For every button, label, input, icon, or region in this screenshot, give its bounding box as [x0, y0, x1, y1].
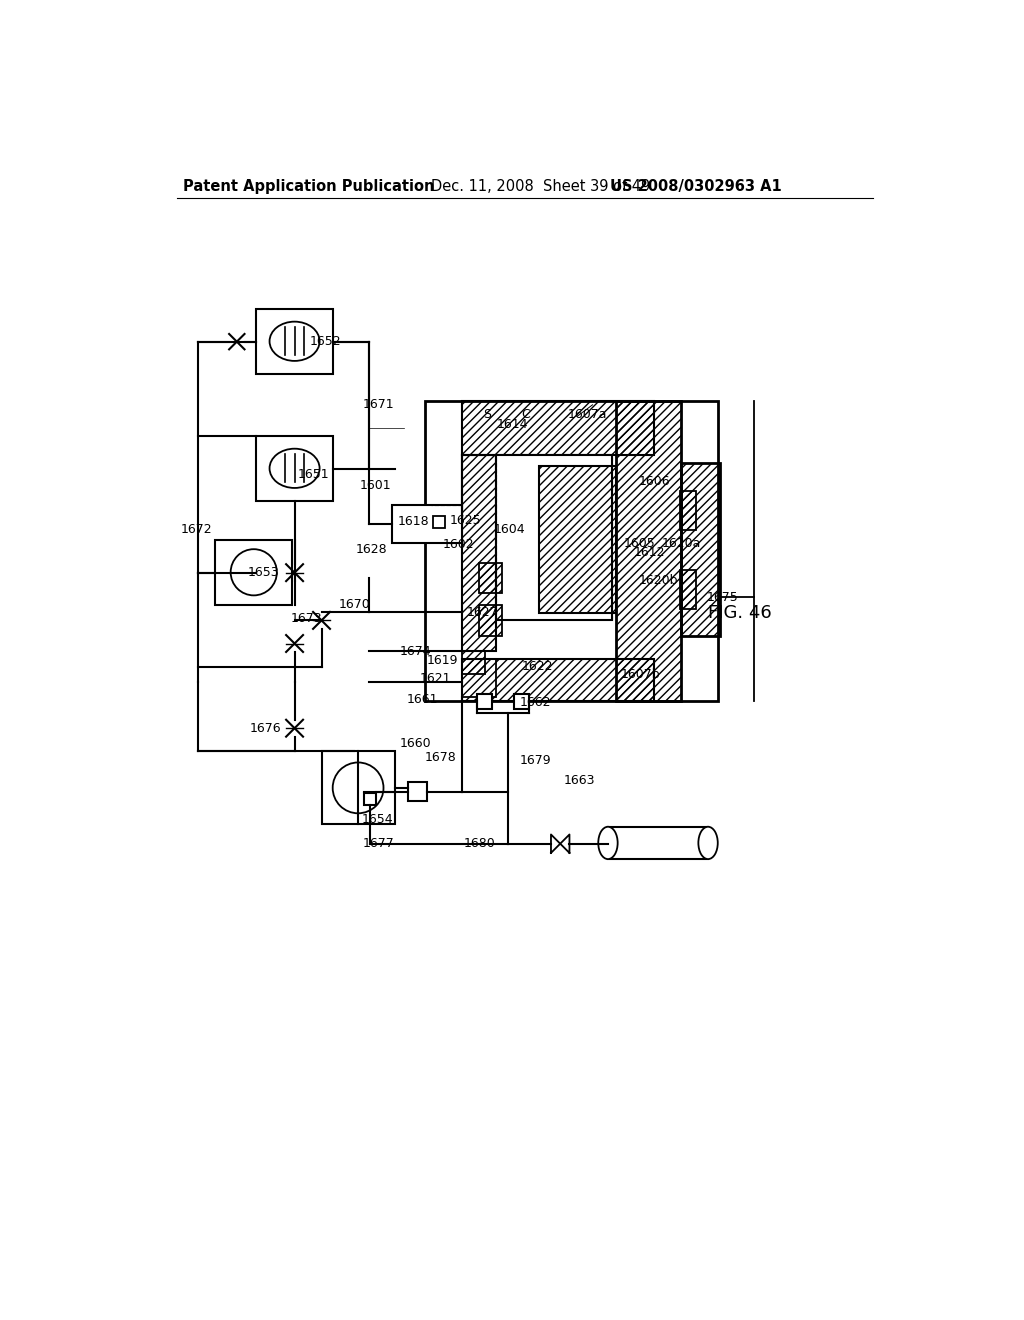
- Bar: [680, 570, 695, 609]
- Text: 1680: 1680: [463, 837, 495, 850]
- Text: 1672: 1672: [180, 523, 212, 536]
- Bar: [392, 506, 462, 544]
- Text: 1678: 1678: [425, 751, 457, 764]
- Text: 1662: 1662: [519, 696, 551, 709]
- Text: 1605: 1605: [624, 537, 655, 550]
- Circle shape: [230, 549, 276, 595]
- Text: 1614: 1614: [497, 417, 527, 430]
- Text: S: S: [483, 408, 492, 421]
- Text: FIG. 46: FIG. 46: [708, 603, 772, 622]
- Bar: [462, 651, 484, 675]
- Bar: [497, 455, 611, 620]
- Ellipse shape: [269, 322, 319, 360]
- Circle shape: [333, 763, 384, 813]
- Text: 1620b: 1620b: [639, 574, 678, 587]
- Bar: [215, 540, 292, 605]
- Bar: [256, 309, 333, 374]
- Text: Patent Application Publication: Patent Application Publication: [183, 178, 434, 194]
- Bar: [608, 826, 708, 859]
- Text: 1661: 1661: [407, 693, 437, 706]
- Text: 1670: 1670: [339, 598, 371, 611]
- Bar: [364, 793, 376, 805]
- Text: 1627: 1627: [467, 606, 499, 619]
- Bar: [680, 491, 695, 529]
- Text: 1618: 1618: [397, 515, 429, 528]
- Ellipse shape: [269, 449, 319, 488]
- Text: 1620a: 1620a: [662, 537, 701, 550]
- Text: 1628: 1628: [355, 543, 387, 556]
- Text: C: C: [521, 408, 530, 421]
- Bar: [256, 436, 333, 502]
- Bar: [681, 462, 720, 636]
- Bar: [479, 605, 503, 636]
- Text: 1676: 1676: [250, 722, 282, 735]
- Bar: [462, 659, 497, 697]
- Text: 1625: 1625: [450, 513, 481, 527]
- Text: 1607a: 1607a: [568, 408, 607, 421]
- Text: 1652: 1652: [309, 335, 341, 348]
- Bar: [477, 693, 493, 709]
- Bar: [425, 401, 718, 701]
- Text: 1660: 1660: [400, 737, 432, 750]
- Bar: [539, 466, 615, 612]
- Text: 1612: 1612: [634, 546, 666, 560]
- Text: Dec. 11, 2008  Sheet 39 of 49: Dec. 11, 2008 Sheet 39 of 49: [431, 178, 650, 194]
- Bar: [462, 659, 654, 701]
- Text: US 2008/0302963 A1: US 2008/0302963 A1: [609, 178, 781, 194]
- Text: 1663: 1663: [563, 774, 595, 787]
- Bar: [615, 401, 681, 701]
- Text: 1677: 1677: [364, 837, 395, 850]
- Text: 1621: 1621: [420, 672, 452, 685]
- Bar: [479, 562, 503, 594]
- Text: 1601: 1601: [360, 479, 391, 492]
- Bar: [462, 401, 654, 455]
- Bar: [433, 516, 444, 528]
- Text: 1653: 1653: [248, 566, 280, 579]
- Text: 1671: 1671: [364, 399, 394, 412]
- Text: 1606: 1606: [639, 475, 671, 488]
- Text: 1607b: 1607b: [621, 668, 659, 681]
- Text: 1602: 1602: [442, 539, 474, 552]
- Text: 1654: 1654: [361, 813, 393, 825]
- Text: 1604: 1604: [494, 523, 525, 536]
- Bar: [514, 693, 529, 709]
- Bar: [408, 781, 427, 801]
- Text: 1674: 1674: [400, 644, 432, 657]
- Text: 1622: 1622: [521, 660, 553, 673]
- Text: 1673: 1673: [291, 612, 323, 626]
- Text: 1619: 1619: [426, 653, 458, 667]
- Text: 1651: 1651: [298, 467, 330, 480]
- Ellipse shape: [698, 826, 718, 859]
- Ellipse shape: [598, 826, 617, 859]
- Bar: [462, 455, 497, 651]
- Text: 1679: 1679: [519, 754, 551, 767]
- Text: 1675: 1675: [707, 591, 738, 603]
- Bar: [322, 751, 394, 825]
